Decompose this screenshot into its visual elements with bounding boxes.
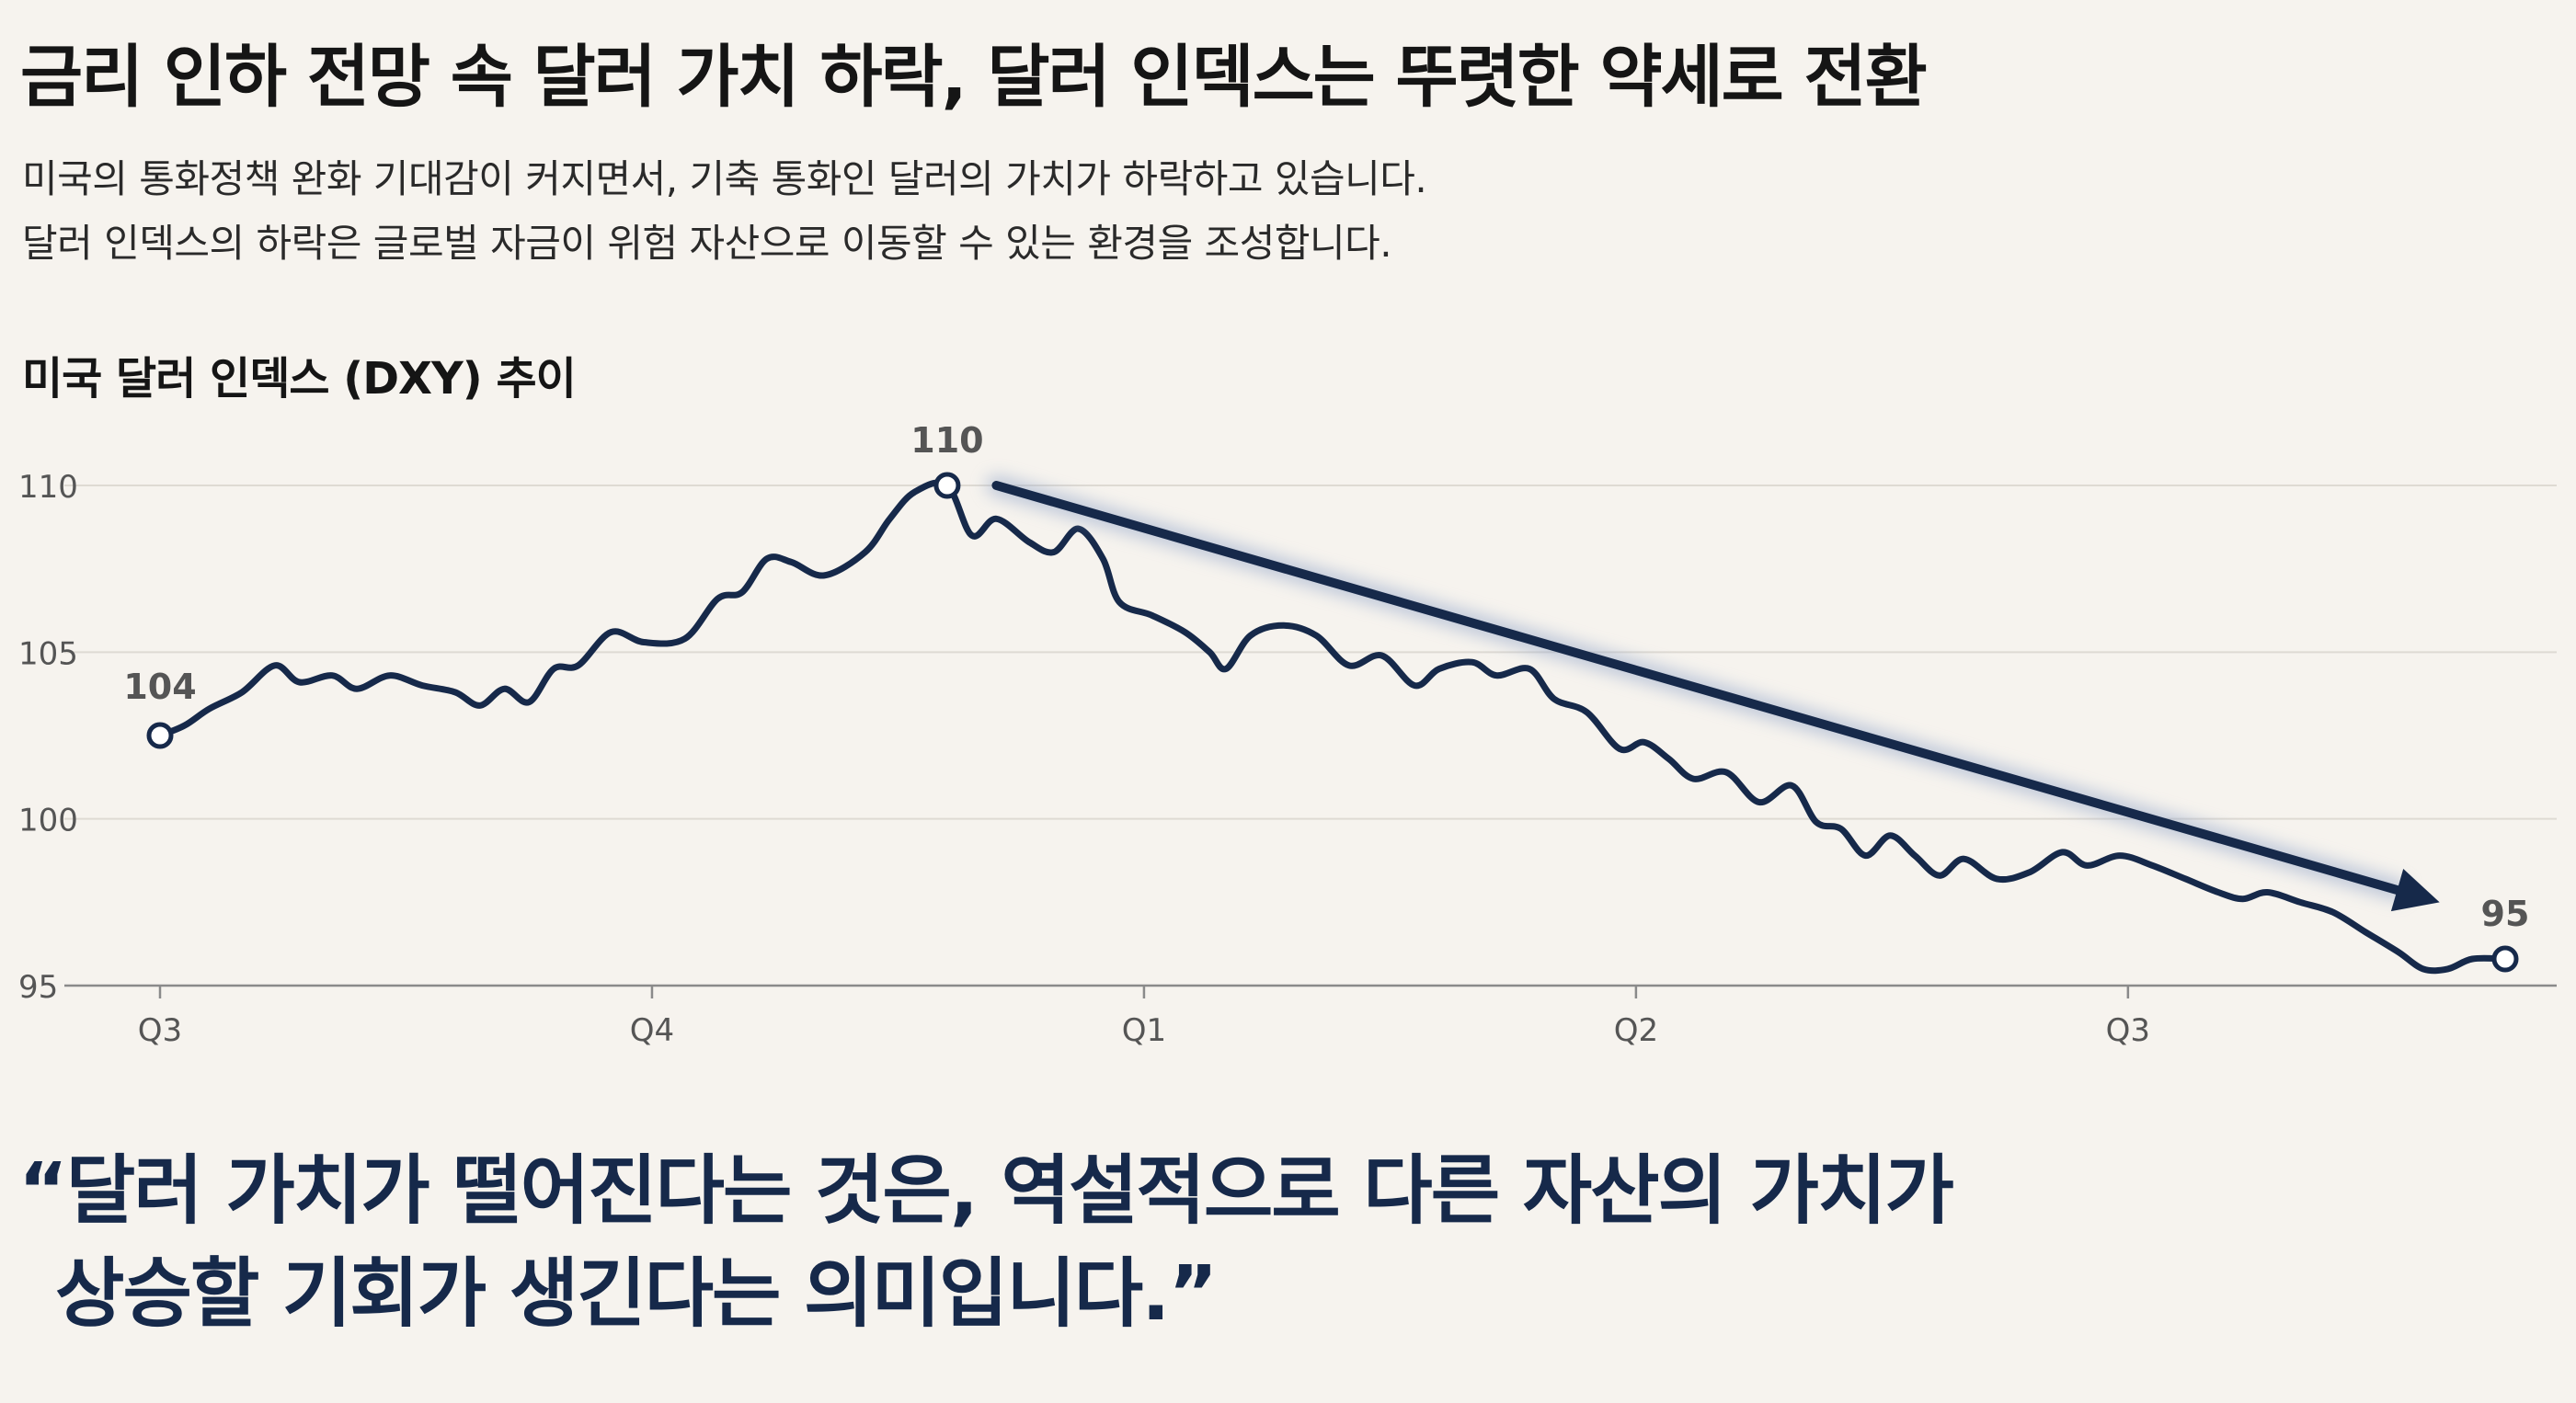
subtitle-line-1: 미국의 통화정책 완화 기대감이 커지면서, 기축 통화인 달러의 가치가 하락…: [22, 156, 1427, 201]
end-marker: [2491, 945, 2519, 973]
trend-arrow: [986, 475, 2440, 912]
x-tick-label-1: Q4: [630, 1012, 674, 1049]
quote-line-1: “달러 가치가 떨어진다는 것은, 역설적으로 다른 자산의 가치가: [18, 1147, 1954, 1235]
x-tick-label-4: Q3: [2106, 1012, 2150, 1049]
series-layer: [146, 472, 2519, 975]
trend-arrow-head: [2390, 868, 2440, 912]
annotation-label-104: 104: [123, 667, 196, 707]
y-tick-label-95: 95: [18, 969, 58, 1006]
dxy-chart: 95 100 105 110 Q3 Q4 Q1 Q2 Q3 104 110 95: [0, 405, 2576, 1067]
page-title: 금리 인하 전망 속 달러 가치 하락, 달러 인덱스는 뚜렷한 약세로 전환: [20, 38, 1928, 117]
annotation-label-110: 110: [910, 420, 983, 461]
quote-line-2: 상승할 기회가 생긴다는 의미입니다.”: [55, 1250, 1218, 1338]
start-marker: [146, 722, 174, 749]
page-subtitle: 미국의 통화정책 완화 기대감이 커지면서, 기축 통화인 달러의 가치가 하락…: [22, 147, 1427, 276]
subtitle-line-2: 달러 인덱스의 하락은 글로벌 자금이 위험 자산으로 이동할 수 있는 환경을…: [22, 221, 1392, 266]
y-tick-label-110: 110: [18, 469, 78, 506]
annotation-label-95: 95: [2481, 894, 2530, 934]
x-tick-label-2: Q1: [1122, 1012, 1166, 1049]
chart-title: 미국 달러 인덱스 (DXY) 추이: [22, 353, 577, 405]
x-tick-label-0: Q3: [138, 1012, 182, 1049]
grid-lines: [64, 485, 2557, 820]
dxy-series-line: [156, 479, 2509, 975]
axes: 95 100 105 110 Q3 Q4 Q1 Q2 Q3: [18, 469, 2557, 1049]
dxy-chart-svg: 95 100 105 110 Q3 Q4 Q1 Q2 Q3 104 110 95: [18, 420, 2557, 1049]
trend-arrow-shaft: [991, 481, 2402, 895]
peak-marker: [933, 472, 961, 499]
y-tick-label-105: 105: [18, 635, 78, 672]
annotations: 104 110 95: [123, 420, 2529, 934]
pull-quote: “달러 가치가 떨어진다는 것은, 역설적으로 다른 자산의 가치가 상승할 기…: [18, 1140, 1954, 1346]
y-tick-label-100: 100: [18, 803, 78, 839]
x-tick-label-3: Q2: [1614, 1012, 1658, 1049]
